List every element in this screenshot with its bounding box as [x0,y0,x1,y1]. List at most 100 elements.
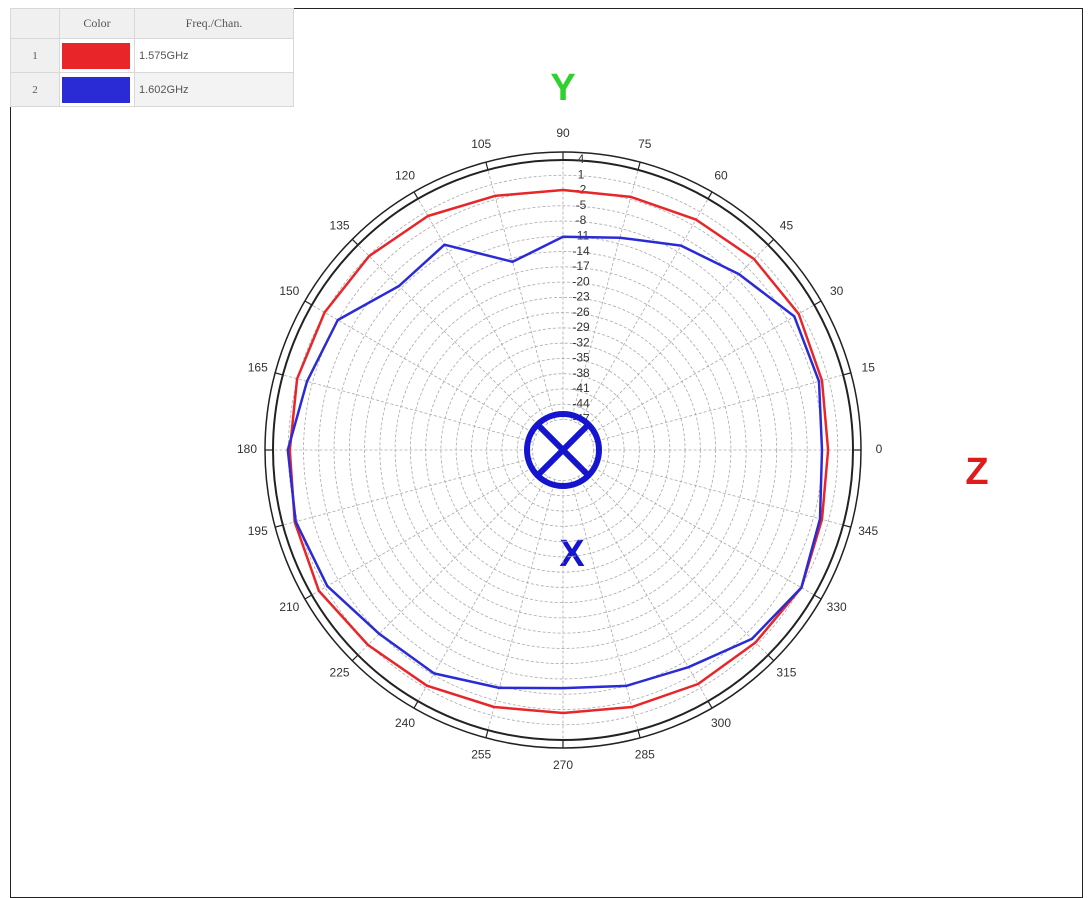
theta-tick-label: 120 [395,169,415,183]
r-tick-label: -17 [572,259,590,273]
r-tick-label: -26 [572,305,590,319]
theta-tick-label: 45 [780,219,794,233]
outer-ring [272,159,854,741]
theta-tick-label: 150 [279,284,299,298]
theta-tick-label: 300 [711,716,731,730]
theta-tick [842,524,852,528]
theta-tick-label: 315 [776,666,796,680]
theta-tick [842,372,852,376]
theta-tick [304,594,313,600]
theta-tick-label: 180 [237,442,257,456]
r-tick-label: -11 [573,228,590,242]
grid-spoke [357,244,542,429]
r-tick-label: -41 [572,381,590,395]
theta-tick-label: 225 [330,666,350,680]
r-tick-label: -8 [576,213,587,227]
axis-symbol [524,411,602,489]
series-line [288,188,830,715]
grid-spoke [417,198,549,424]
legend-header: Color Freq./Chan. [10,8,294,39]
r-tick-label: -29 [572,320,590,334]
grid-circle [318,205,808,695]
theta-tick [813,300,822,306]
theta-tick [485,161,489,171]
grid-spoke [282,374,534,443]
grid-spoke [592,374,844,443]
r-tick-label: -44 [572,396,590,410]
grid-spoke [589,304,815,436]
theta-tick-label: 165 [248,360,268,374]
grid-spoke [357,471,542,656]
legend-entry: 1.575GHz [134,38,294,73]
theta-tick-label: 285 [635,747,655,761]
legend-col: Freq./Chan. [134,8,294,39]
theta-tick-label: 30 [830,284,844,298]
theta-tick [304,300,313,306]
theta-tick [413,191,419,200]
grid-spoke [577,476,709,702]
theta-tick-label: 90 [556,126,570,140]
grid-spoke [311,304,537,436]
theta-tick-label: 15 [862,360,876,374]
r-tick-label: -32 [572,335,590,349]
theta-tick [351,654,359,662]
grid-circle [333,220,793,680]
legend: Color Freq./Chan. 1 1.575GHz 2 1.602GHz [10,8,294,107]
theta-tick-label: 60 [714,169,728,183]
grid-spoke [584,244,769,429]
legend-row: 2 1.602GHz [10,72,294,107]
axis-x-label: X [559,533,585,575]
legend-row: 1 1.575GHz [10,38,294,73]
grid-spoke [584,471,769,656]
theta-tick [637,729,641,739]
legend-entry: 1.602GHz [134,72,294,107]
axis-symbol [535,422,591,478]
theta-tick-label: 75 [638,137,652,151]
legend-col: Color [59,8,135,39]
grid-spoke [592,457,844,526]
theta-tick [274,372,284,376]
theta-tick-label: 270 [553,758,573,772]
axis-y-label: Y [550,67,575,109]
theta-tick-label: 330 [827,600,847,614]
series-line [286,235,824,690]
theta-tick-label: 210 [279,600,299,614]
theta-tick [637,161,641,171]
theta-tick [707,191,713,200]
theta-tick-label: 135 [330,219,350,233]
grid-spoke [311,464,537,596]
theta-tick-label: 105 [471,137,491,151]
grid-spoke [570,169,639,421]
theta-tick [767,654,775,662]
theta-tick-label: 195 [248,524,268,538]
grid-spoke [577,198,709,424]
theta-tick [351,238,359,246]
theta-tick [813,594,822,600]
grid-spoke [570,479,639,731]
r-tick-label: -23 [572,290,590,304]
theta-tick-label: 0 [876,442,883,456]
r-tick-label: -14 [572,244,590,258]
grid-spoke [487,169,556,421]
legend-swatch [62,76,130,103]
outer-ring [264,151,862,749]
theta-tick [413,700,419,709]
r-tick-label: 4 [578,152,585,166]
theta-tick [274,524,284,528]
axis-z-label: Z [965,451,988,493]
theta-tick-label: 345 [858,524,878,538]
legend-index: 2 [10,72,60,107]
theta-tick-label: 255 [471,747,491,761]
r-tick-label: -38 [572,366,590,380]
grid-spoke [589,464,815,596]
legend-index: 1 [10,38,60,73]
r-tick-label: -35 [572,351,590,365]
r-tick-label: 1 [578,167,585,181]
r-tick-label: -5 [576,198,587,212]
grid-spoke [282,457,534,526]
theta-tick-label: 240 [395,716,415,730]
r-tick-label: -2 [576,183,587,197]
theta-tick [767,238,775,246]
